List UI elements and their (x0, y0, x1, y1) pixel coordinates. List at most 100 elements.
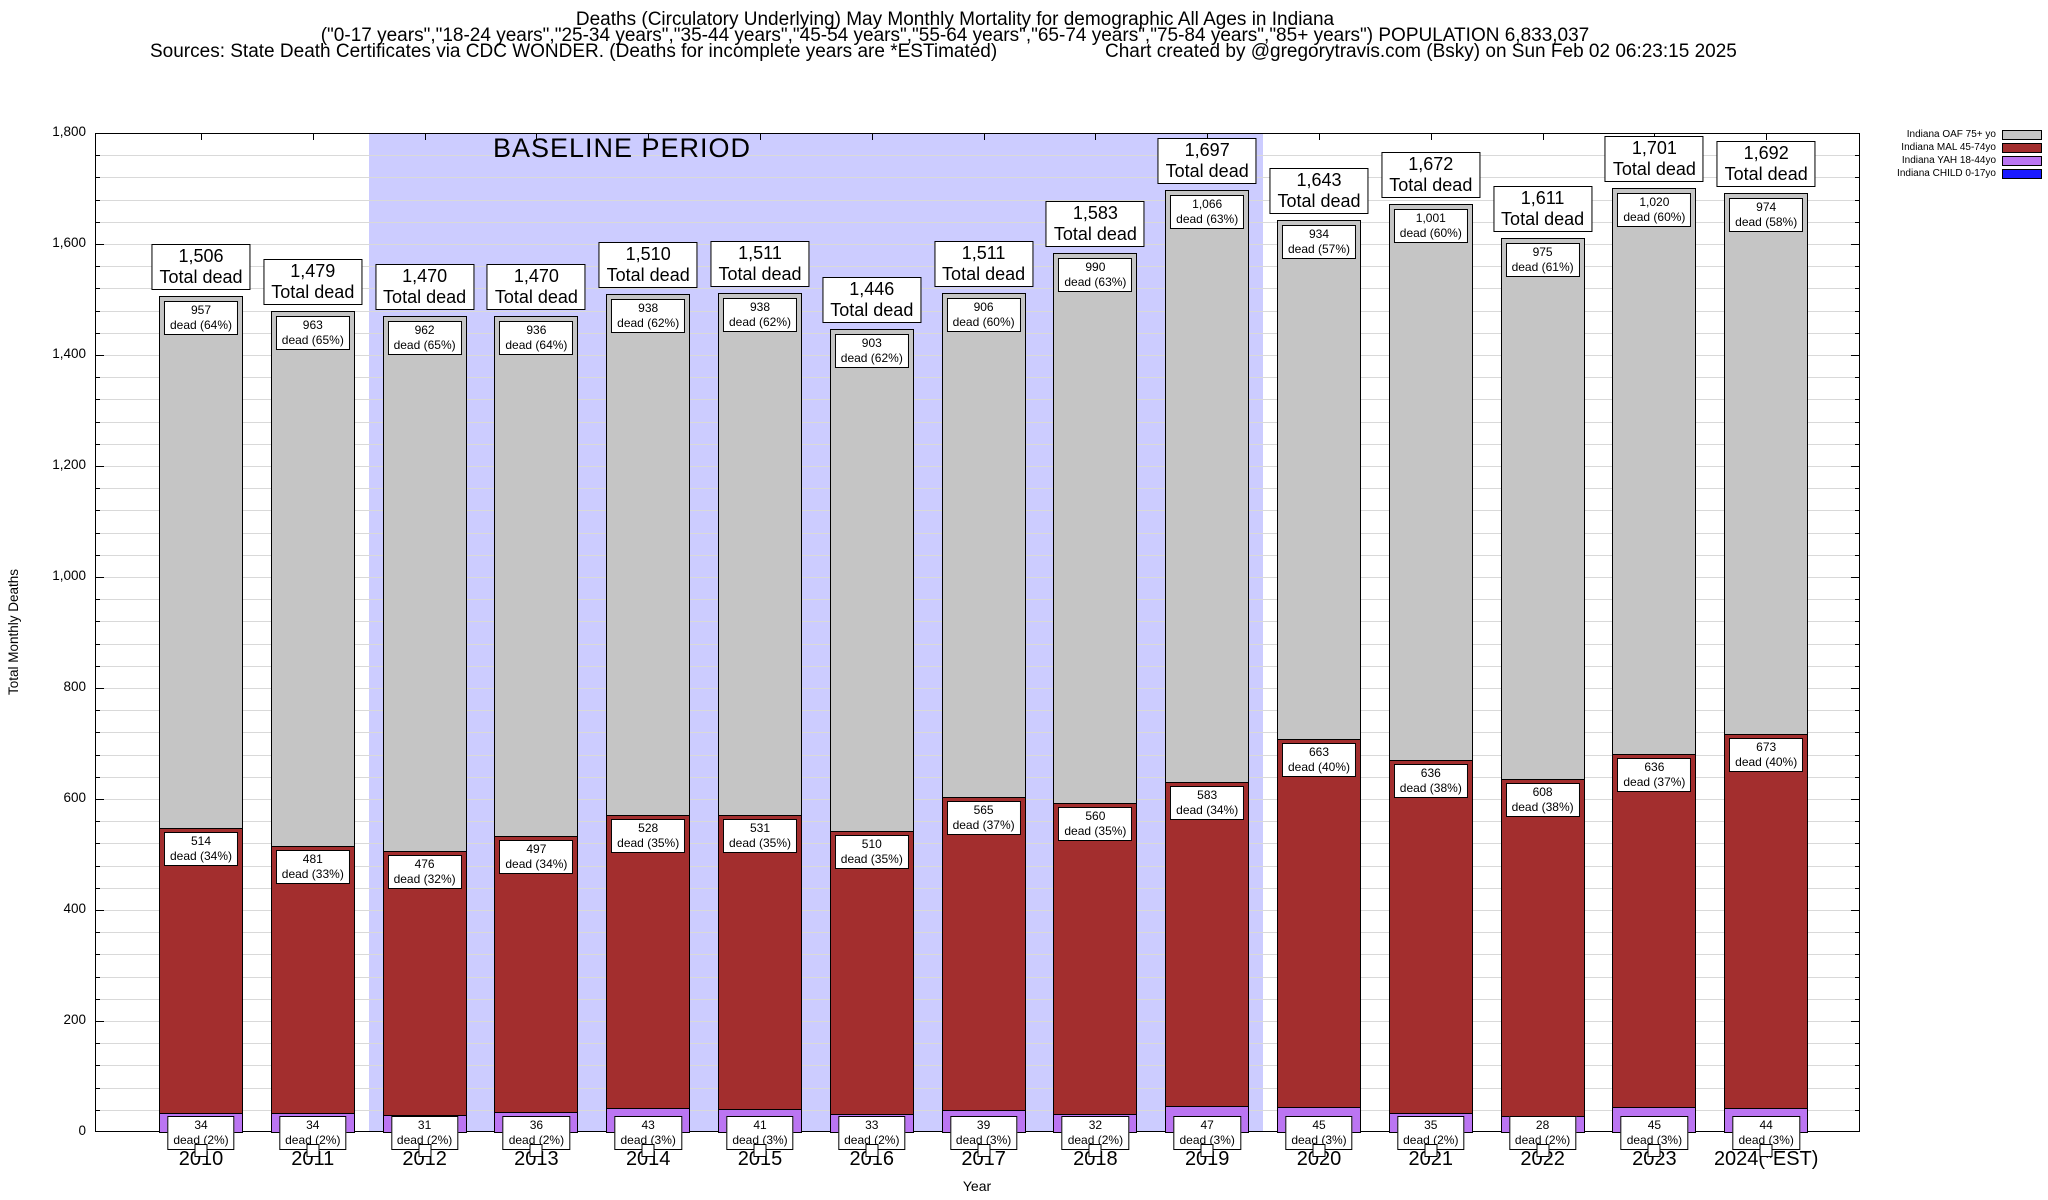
mal-segment-label: 608 dead (38%) (1505, 783, 1580, 818)
y-tick-mark (1851, 688, 1859, 689)
x-tick-mark (536, 134, 538, 140)
y-tick-mark (96, 577, 104, 578)
y-minor-tick (96, 932, 100, 934)
gridline (96, 288, 1859, 290)
y-minor-tick (1855, 332, 1859, 334)
y-minor-tick (1855, 421, 1859, 423)
x-tick-mark (871, 134, 873, 140)
child-segment-marker (418, 1144, 432, 1157)
y-minor-tick (1855, 976, 1859, 978)
x-tick-mark (1095, 134, 1097, 140)
y-minor-tick (96, 643, 100, 645)
total-dead-label: 1,643 Total dead (1269, 168, 1369, 215)
x-tick-label: 2024(*EST) (1713, 1148, 1819, 1170)
bar-segment-mal (1612, 754, 1697, 1108)
mal-segment-label: 663 dead (40%) (1281, 743, 1357, 778)
oaf-segment-label: 934 dead (57%) (1281, 225, 1357, 260)
legend-color-swatch (2002, 142, 2042, 153)
x-tick-mark (760, 134, 761, 140)
x-tick-label: 2022 (1520, 1148, 1565, 1170)
y-minor-tick (96, 155, 100, 157)
y-tick-label: 1,200 (52, 457, 86, 472)
oaf-segment-label: 974 dead (58%) (1729, 197, 1804, 232)
x-tick-label: 2016 (849, 1148, 895, 1170)
yah-segment-label: 33 dead (2%) (838, 1116, 906, 1150)
y-tick-label: 600 (63, 790, 86, 805)
x-tick-mark (201, 134, 202, 140)
y-minor-tick (1855, 310, 1859, 312)
y-tick-mark (96, 688, 104, 689)
oaf-segment-label: 1,066 dead (63%) (1170, 195, 1245, 230)
y-tick-label: 0 (78, 1123, 86, 1138)
x-tick-label: 2018 (1073, 1148, 1118, 1170)
total-dead-label: 1,701 Total dead (1604, 135, 1704, 182)
yah-segment-label: 28 dead (2%) (1508, 1116, 1577, 1150)
yah-segment-label: 47 dead (3%) (1173, 1116, 1241, 1150)
y-minor-tick (1855, 177, 1859, 179)
bar-segment-mal (1388, 759, 1473, 1114)
y-minor-tick (1855, 554, 1859, 556)
mal-segment-label: 560 dead (35%) (1058, 807, 1133, 842)
y-minor-tick (96, 199, 100, 201)
gridline (96, 221, 1859, 223)
chart-title: Deaths (Circulatory Underlying) May Mont… (575, 9, 1335, 30)
bar-segment-mal (829, 830, 914, 1115)
x-axis-title: Year (962, 1178, 992, 1194)
y-minor-tick (96, 377, 100, 379)
bar-segment-oaf (606, 293, 691, 817)
y-minor-tick (1855, 443, 1859, 445)
x-tick-mark (648, 134, 650, 140)
x-tick-label: 2011 (291, 1148, 335, 1170)
yah-segment-label: 36 dead (2%) (502, 1116, 571, 1150)
y-minor-tick (96, 221, 100, 223)
oaf-segment-label: 938 dead (62%) (611, 298, 686, 333)
y-minor-tick (96, 266, 100, 268)
child-segment-marker (1536, 1144, 1550, 1157)
y-minor-tick (96, 554, 100, 556)
chart-subtitle-demographics: ("0-17 years","18-24 years","25-34 years… (320, 25, 1590, 46)
y-minor-tick (96, 443, 100, 445)
total-dead-label: 1,611 Total dead (1493, 185, 1593, 232)
y-minor-tick (96, 754, 100, 756)
total-dead-label: 1,511 Total dead (710, 241, 810, 288)
child-segment-marker (641, 1144, 655, 1157)
child-segment-marker (1088, 1144, 1102, 1157)
child-segment-marker (865, 1144, 879, 1157)
child-segment-marker (753, 1144, 767, 1157)
y-minor-tick (1855, 199, 1859, 201)
oaf-segment-label: 962 dead (65%) (387, 321, 462, 356)
x-tick-label: 2021 (1408, 1148, 1454, 1170)
y-minor-tick (96, 310, 100, 312)
y-minor-tick (96, 510, 100, 512)
y-minor-tick (1855, 1043, 1859, 1045)
x-tick-label: 2014 (625, 1148, 671, 1170)
total-dead-label: 1,470 Total dead (375, 264, 475, 311)
y-minor-tick (96, 710, 100, 712)
mal-segment-label: 565 dead (37%) (946, 800, 1021, 835)
y-minor-tick (1855, 621, 1859, 623)
y-minor-tick (1855, 1109, 1859, 1111)
y-tick-mark (96, 1021, 104, 1022)
child-segment-marker (1759, 1144, 1773, 1157)
child-segment-marker (529, 1144, 543, 1157)
gridline (96, 199, 1859, 201)
y-minor-tick (96, 488, 100, 490)
y-minor-tick (1855, 288, 1859, 290)
y-minor-tick (96, 732, 100, 734)
legend-item-label: Indiana OAF 75+ yo (1906, 129, 1996, 140)
total-dead-label: 1,511 Total dead (934, 241, 1034, 288)
bar-segment-mal (159, 827, 243, 1115)
oaf-segment-label: 938 dead (62%) (722, 298, 798, 333)
y-minor-tick (1855, 843, 1859, 845)
y-minor-tick (1855, 954, 1859, 956)
legend-item: Indiana CHILD 0-17yo (1897, 167, 2042, 180)
bar-segment-oaf (270, 311, 355, 848)
y-minor-tick (1855, 221, 1859, 223)
bar-segment-mal (606, 815, 691, 1110)
y-minor-tick (1855, 821, 1859, 823)
y-tick-label: 800 (63, 679, 86, 694)
y-minor-tick (96, 1087, 100, 1089)
x-tick-mark (312, 134, 314, 140)
y-minor-tick (1855, 887, 1859, 889)
